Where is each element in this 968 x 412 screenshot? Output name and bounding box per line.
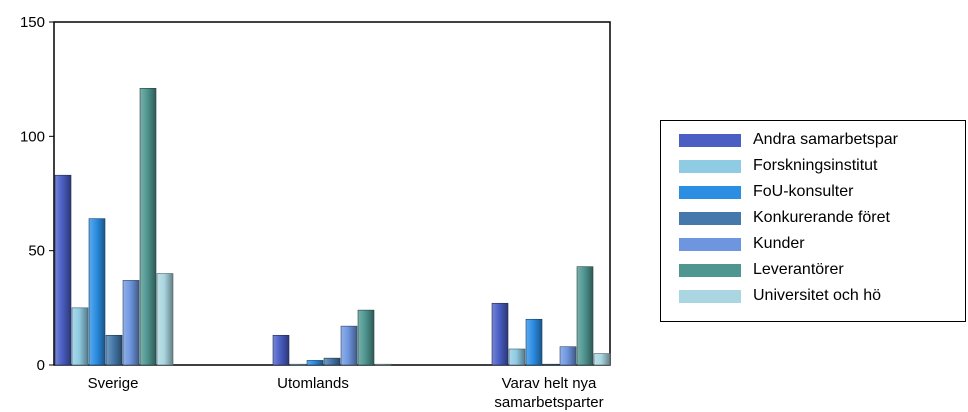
legend-label: Konkurerande föret (753, 209, 890, 226)
x-category-label: Sverige (88, 375, 139, 392)
bar (357, 309, 375, 366)
legend-label: Universitet och hö (753, 287, 882, 304)
bar (323, 357, 341, 366)
bar (122, 280, 140, 366)
bar (542, 363, 560, 366)
legend-label: Andra samarbetspar (753, 131, 898, 148)
legend-item: Andra samarbetspar (679, 129, 898, 151)
legend-swatch (679, 237, 741, 251)
x-category-label-line: Sverige (88, 375, 139, 392)
legend-label: Leverantörer (753, 261, 844, 278)
x-category-label-line: Utomlands (277, 375, 349, 392)
y-tick-label: 150 (20, 14, 45, 31)
legend-swatch (679, 289, 741, 303)
bar (105, 334, 123, 366)
legend-swatch (679, 263, 741, 277)
x-category-label: Varav helt nya samarbetsparter (494, 375, 603, 411)
bar (374, 363, 392, 366)
bar (508, 348, 526, 366)
legend-label: Kunder (753, 235, 805, 252)
x-category-label: Utomlands (277, 375, 349, 392)
bar (71, 307, 89, 366)
bar (306, 360, 324, 366)
y-tick-label: 50 (28, 243, 45, 260)
legend-swatch (679, 133, 741, 147)
bar (491, 302, 509, 366)
bars (54, 88, 611, 366)
bar (156, 273, 174, 366)
bar (525, 318, 543, 366)
legend-item: Universitet och hö (679, 285, 881, 307)
legend-label: FoU-konsulter (753, 183, 854, 200)
y-tick-label: 100 (20, 128, 45, 145)
legend-item: FoU-konsulter (679, 181, 853, 203)
legend-label: Forskningsinstitut (753, 157, 878, 174)
bar (139, 88, 157, 366)
y-tick-label: 0 (37, 357, 45, 374)
legend-item: Konkurerande föret (679, 207, 890, 229)
bar (559, 346, 577, 366)
y-axis: 0 50 100 150 (20, 14, 54, 374)
legend-item: Kunder (679, 233, 805, 255)
legend-swatch (679, 159, 741, 173)
x-category-label-line: samarbetsparter (494, 394, 603, 411)
legend-item: Leverantörer (679, 259, 844, 281)
legend-swatch (679, 211, 741, 225)
x-category-label-line: Varav helt nya (502, 375, 597, 392)
bar (289, 363, 307, 366)
x-axis: Sverige Utomlands Varav helt nya samarbetsp… (88, 375, 604, 411)
bar (272, 334, 290, 366)
bar (88, 218, 106, 366)
bar (54, 174, 72, 366)
legend-item: Forskningsinstitut (679, 155, 878, 177)
bar (593, 353, 611, 366)
bar (576, 266, 594, 366)
legend: Andra samarbetspar Forskningsinstitut FoU-… (660, 120, 966, 322)
legend-swatch (679, 185, 741, 199)
bar (340, 325, 358, 366)
